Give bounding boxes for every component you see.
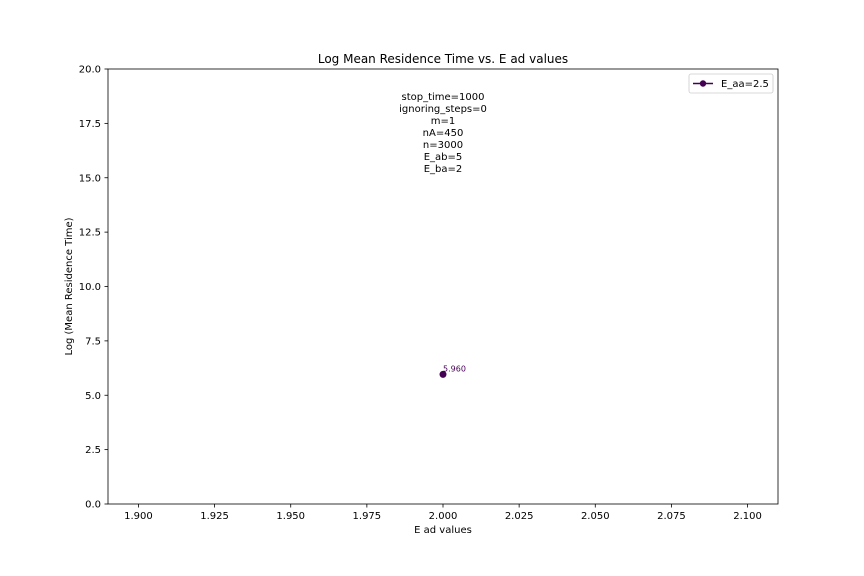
x-tick-label: 2.100 <box>733 511 762 522</box>
data-point <box>439 370 447 378</box>
annotation-line: E_ba=2 <box>424 164 463 175</box>
data-label: 5.960 <box>443 364 466 373</box>
x-tick-label: 1.950 <box>276 511 305 522</box>
chart-title: Log Mean Residence Time vs. E ad values <box>318 52 568 66</box>
legend-box <box>688 73 774 94</box>
y-tick-label: 7.5 <box>85 336 101 347</box>
y-tick-label: 20.0 <box>79 65 101 76</box>
annotation-line: n=3000 <box>423 140 463 151</box>
parameter-annotation: stop_time=1000ignoring_steps=0m=1nA=450n… <box>399 92 487 175</box>
annotation-line: ignoring_steps=0 <box>399 104 487 115</box>
x-tick-label: 2.050 <box>581 511 610 522</box>
legend-label: E_aa=2.5 <box>721 79 769 90</box>
annotation-line: nA=450 <box>423 128 464 139</box>
series-layer: 5.960 <box>439 364 466 378</box>
x-tick-label: 2.075 <box>657 511 686 522</box>
y-tick-label: 12.5 <box>79 228 101 239</box>
x-tick-label: 1.925 <box>200 511 229 522</box>
x-tick-label: 2.025 <box>505 511 534 522</box>
annotation-line: stop_time=1000 <box>401 92 484 103</box>
annotation-line: E_ab=5 <box>424 152 463 163</box>
x-tick-label: 1.900 <box>124 511 153 522</box>
y-tick-label: 15.0 <box>79 173 101 184</box>
y-axis-ticks: 0.0 2.5 5.0 7.5 10.0 12.5 15.0 17.5 20.0 <box>79 65 108 511</box>
legend-marker <box>699 80 707 87</box>
annotation-line: m=1 <box>431 116 455 127</box>
y-tick-label: 5.0 <box>85 391 101 402</box>
y-tick-label: 10.0 <box>79 282 101 293</box>
y-tick-label: 17.5 <box>79 119 101 130</box>
y-axis-label: Log (Mean Residence Time) <box>64 217 75 355</box>
x-tick-label: 2.000 <box>429 511 458 522</box>
legend: E_aa=2.5 <box>688 73 774 94</box>
y-tick-label: 2.5 <box>85 445 101 456</box>
plot-area <box>107 68 779 505</box>
y-tick-label: 0.0 <box>85 500 101 511</box>
x-axis-ticks: 1.900 1.925 1.950 1.975 2.000 2.025 2.050 2.075… <box>124 504 762 522</box>
x-axis-label: E ad values <box>414 525 472 536</box>
x-tick-label: 1.975 <box>353 511 382 522</box>
